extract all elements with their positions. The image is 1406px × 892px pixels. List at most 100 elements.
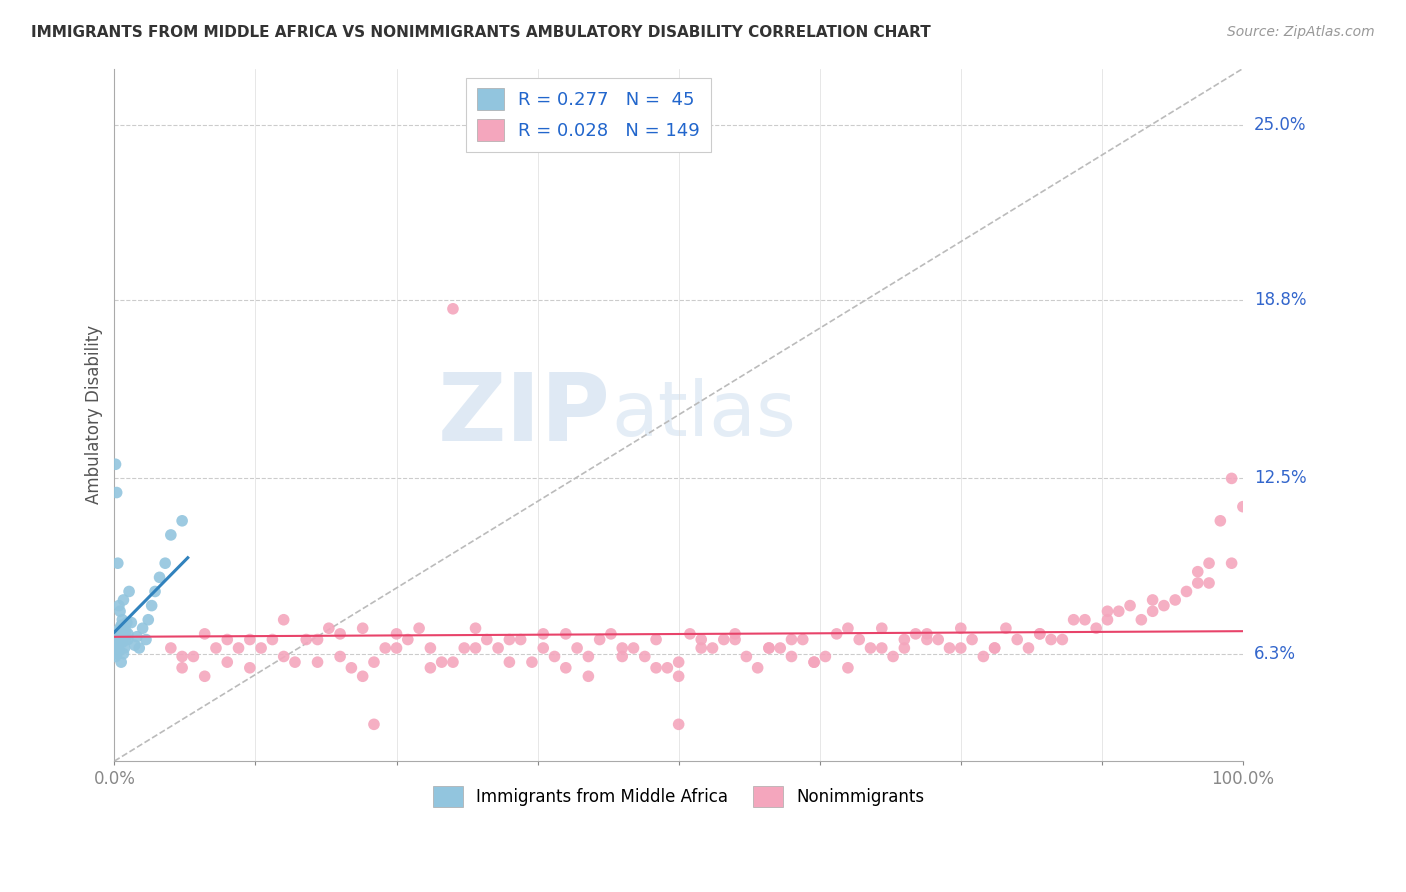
Point <box>104 640 127 655</box>
Point <box>645 632 668 647</box>
Point <box>724 627 747 641</box>
Point <box>352 621 374 635</box>
Point <box>396 632 419 647</box>
Point <box>531 627 554 641</box>
Point <box>657 661 679 675</box>
Point <box>870 640 893 655</box>
Point <box>634 649 657 664</box>
Point <box>1018 640 1040 655</box>
Point <box>893 640 915 655</box>
Point <box>904 627 927 641</box>
Point <box>112 647 135 661</box>
Point <box>1130 613 1153 627</box>
Point <box>702 640 724 655</box>
Point <box>105 485 128 500</box>
Point <box>194 627 217 641</box>
Point <box>498 655 520 669</box>
Point <box>1005 632 1028 647</box>
Point <box>104 627 127 641</box>
Point <box>108 621 131 635</box>
Point <box>117 627 139 641</box>
Point <box>112 624 135 638</box>
Point <box>131 621 153 635</box>
Point <box>668 669 690 683</box>
Point <box>612 649 634 664</box>
Point <box>307 632 329 647</box>
Point <box>915 632 938 647</box>
Point <box>803 655 825 669</box>
Point <box>1119 599 1142 613</box>
Point <box>104 649 127 664</box>
Point <box>453 640 475 655</box>
Point <box>1142 604 1164 618</box>
Point <box>464 621 486 635</box>
Point <box>363 717 385 731</box>
Point <box>600 627 623 641</box>
Point <box>120 615 142 630</box>
Point <box>690 632 713 647</box>
Text: 12.5%: 12.5% <box>1254 469 1306 487</box>
Point <box>1153 599 1175 613</box>
Legend: Immigrants from Middle Africa, Nonimmigrants: Immigrants from Middle Africa, Nonimmigr… <box>425 778 934 815</box>
Point <box>135 632 157 647</box>
Point <box>125 630 148 644</box>
Point <box>250 640 273 655</box>
Point <box>735 649 758 664</box>
Point <box>105 647 128 661</box>
Point <box>576 649 599 664</box>
Point <box>1097 613 1119 627</box>
Point <box>938 640 960 655</box>
Point <box>758 640 780 655</box>
Point <box>363 655 385 669</box>
Point <box>747 661 769 675</box>
Point <box>352 669 374 683</box>
Point <box>148 570 170 584</box>
Point <box>172 649 194 664</box>
Text: atlas: atlas <box>612 378 796 452</box>
Text: 6.3%: 6.3% <box>1254 645 1296 663</box>
Point <box>565 640 588 655</box>
Point <box>724 632 747 647</box>
Point <box>419 640 441 655</box>
Point <box>329 627 352 641</box>
Point <box>385 640 408 655</box>
Point <box>792 632 814 647</box>
Point <box>153 556 176 570</box>
Point <box>498 632 520 647</box>
Point <box>1142 593 1164 607</box>
Point <box>1052 632 1074 647</box>
Point <box>1040 632 1063 647</box>
Point <box>111 635 134 649</box>
Point <box>464 640 486 655</box>
Point <box>1029 627 1052 641</box>
Point <box>554 661 576 675</box>
Point <box>114 640 136 655</box>
Point <box>1220 471 1243 485</box>
Point <box>475 632 498 647</box>
Point <box>531 640 554 655</box>
Text: 18.8%: 18.8% <box>1254 292 1306 310</box>
Point <box>543 649 565 664</box>
Point <box>1187 565 1209 579</box>
Text: 25.0%: 25.0% <box>1254 116 1306 134</box>
Point <box>893 632 915 647</box>
Point <box>859 640 882 655</box>
Point <box>972 649 994 664</box>
Point <box>143 584 166 599</box>
Point <box>690 640 713 655</box>
Point <box>115 615 138 630</box>
Point <box>160 528 183 542</box>
Y-axis label: Ambulatory Disability: Ambulatory Disability <box>86 326 103 504</box>
Point <box>509 632 531 647</box>
Point <box>107 624 129 638</box>
Point <box>419 661 441 675</box>
Point <box>623 640 645 655</box>
Point <box>141 599 163 613</box>
Point <box>112 593 135 607</box>
Point <box>217 655 239 669</box>
Point <box>589 632 612 647</box>
Point <box>1198 576 1220 591</box>
Point <box>105 627 128 641</box>
Point <box>949 621 972 635</box>
Point <box>273 649 295 664</box>
